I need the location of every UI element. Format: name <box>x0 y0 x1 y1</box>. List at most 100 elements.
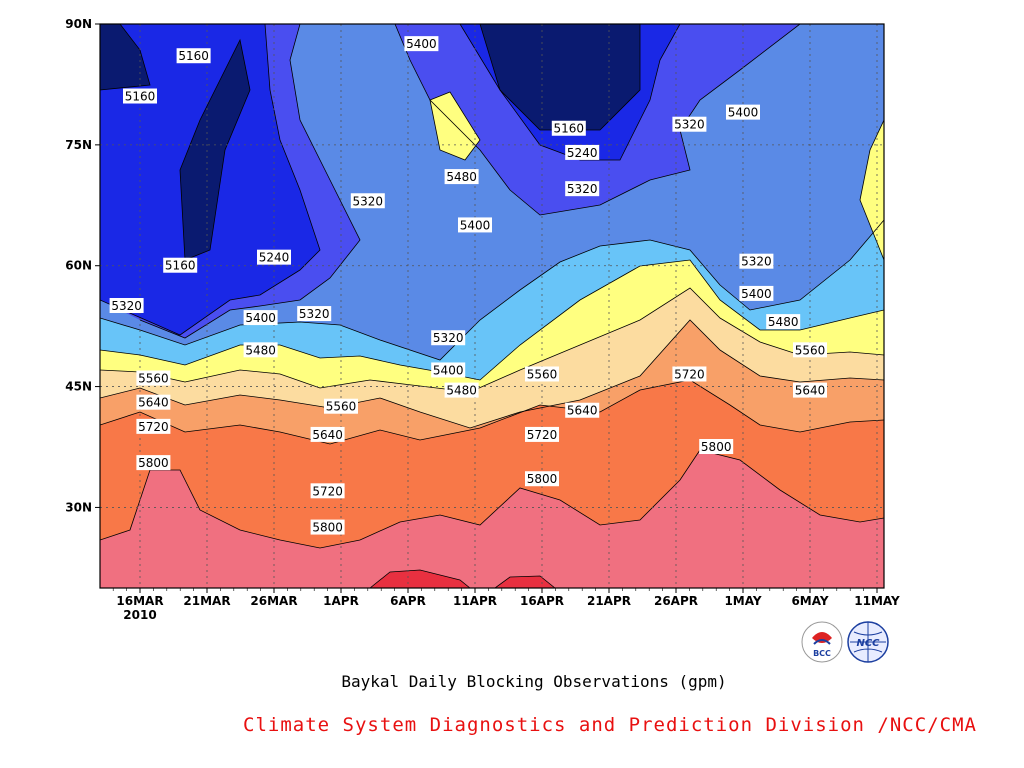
svg-text:5480: 5480 <box>768 315 799 329</box>
x-tick-label: 11MAY <box>854 594 900 608</box>
x-tick-label: 16APR <box>520 594 564 608</box>
band-above-5880-left <box>370 570 470 588</box>
y-tick-label: 45N <box>65 380 92 394</box>
contour-label: 5320 <box>350 193 385 209</box>
svg-text:5320: 5320 <box>741 255 772 269</box>
x-tick-label: 26MAR <box>250 594 297 608</box>
contour-lines <box>100 24 884 588</box>
contour-label: 5720 <box>672 366 707 382</box>
x-tick-label: 21MAR <box>183 594 230 608</box>
contour-label: 5720 <box>136 418 171 434</box>
contour-label: 5400 <box>243 310 278 326</box>
svg-text:5640: 5640 <box>312 428 343 442</box>
svg-text:5400: 5400 <box>460 218 491 232</box>
svg-text:5160: 5160 <box>178 49 209 63</box>
contour-label: 5240 <box>257 249 291 265</box>
contour-label: 5800 <box>699 439 734 454</box>
svg-text:5720: 5720 <box>138 420 169 434</box>
y-tick-label: 30N <box>65 500 92 514</box>
gridlines <box>100 24 884 588</box>
x-tick-label: 6MAY <box>791 594 828 608</box>
plot-frame <box>99 23 885 589</box>
svg-text:5240: 5240 <box>259 251 290 265</box>
svg-text:5160: 5160 <box>165 259 196 273</box>
contour-label: 5480 <box>766 314 801 330</box>
y-tick-label: 90N <box>65 17 92 31</box>
x-tick-label: 11APR <box>453 594 497 608</box>
svg-text:5480: 5480 <box>245 343 276 357</box>
svg-text:5320: 5320 <box>674 118 705 132</box>
svg-text:5560: 5560 <box>527 367 558 381</box>
contour-label: 5640 <box>136 394 171 410</box>
x-tick-label: 6APR <box>390 594 426 608</box>
svg-text:5720: 5720 <box>674 367 705 381</box>
band-5480-pocket-east <box>860 120 884 260</box>
contour-label: 5400 <box>726 104 760 120</box>
x-tick-label: 16MAR <box>116 594 163 608</box>
ncc-logo-text: NCC <box>856 638 880 649</box>
bcc-logo-text: BCC <box>813 649 831 658</box>
contour-label: 5640 <box>793 382 827 398</box>
band-above-5880-right <box>495 576 555 588</box>
contour-label: 5320 <box>672 116 707 132</box>
contour-label: 5640 <box>565 402 600 418</box>
footer-credit: Climate System Diagnostics and Predictio… <box>243 714 977 736</box>
svg-text:5400: 5400 <box>245 311 276 325</box>
svg-text:5640: 5640 <box>567 404 598 418</box>
bcc-logo: BCC <box>801 621 843 663</box>
contour-label: 5400 <box>404 36 439 52</box>
contour-label: 5800 <box>310 519 345 535</box>
contour-label: 5320 <box>431 330 466 346</box>
contour-label: 5400 <box>458 217 492 233</box>
svg-text:5800: 5800 <box>138 456 169 470</box>
svg-text:5800: 5800 <box>527 472 558 486</box>
svg-text:5160: 5160 <box>125 90 156 104</box>
contour-label: 5160 <box>551 120 586 136</box>
contour-label: 5800 <box>136 455 171 471</box>
x-tick-label: 2010 <box>123 608 156 622</box>
svg-text:5400: 5400 <box>433 363 464 377</box>
svg-text:5320: 5320 <box>353 194 384 208</box>
contour-label: 5480 <box>444 169 479 185</box>
contour-label: 5560 <box>136 370 171 386</box>
contour-label: 5160 <box>176 48 211 64</box>
contour-label: 5560 <box>793 342 827 358</box>
svg-text:5400: 5400 <box>741 287 772 301</box>
band-5800-5880 <box>100 450 884 588</box>
contour-label: 5400 <box>431 362 466 378</box>
svg-text:5320: 5320 <box>433 331 464 345</box>
svg-text:5480: 5480 <box>446 170 477 184</box>
svg-text:5800: 5800 <box>701 440 732 454</box>
contour-value-labels: 5160 5160 5160 5240 5320 5400 5320 5480 5560 5640… <box>109 36 827 535</box>
contour-label: 5160 <box>163 257 198 273</box>
svg-text:5720: 5720 <box>312 484 343 498</box>
band-below-5160-center <box>180 40 250 260</box>
x-tick-label: 21APR <box>587 594 631 608</box>
contour-label: 5560 <box>525 366 559 382</box>
ncc-logo: NCC <box>847 621 889 663</box>
svg-text:5240: 5240 <box>567 146 598 160</box>
svg-text:5320: 5320 <box>299 307 330 321</box>
contour-label: 5560 <box>324 398 358 414</box>
contour-label: 5720 <box>525 426 559 442</box>
contour-label: 5720 <box>310 483 345 499</box>
svg-text:5560: 5560 <box>138 372 169 386</box>
band-below-5160-left <box>100 24 150 90</box>
svg-text:5560: 5560 <box>795 343 826 357</box>
svg-text:5160: 5160 <box>554 122 585 136</box>
svg-text:5400: 5400 <box>728 106 759 120</box>
y-tick-label: 60N <box>65 259 92 273</box>
y-tick-label: 75N <box>65 138 92 152</box>
band-below-5160-top <box>480 24 640 130</box>
contour-label: 5800 <box>525 471 559 487</box>
contour-label: 5400 <box>739 285 774 301</box>
svg-text:5640: 5640 <box>795 384 826 398</box>
contour-label: 5480 <box>444 382 479 398</box>
contour-label: 5320 <box>739 253 774 269</box>
chart-title: Baykal Daily Blocking Observations (gpm) <box>341 672 727 691</box>
x-tick-label: 1APR <box>323 594 359 608</box>
contour-label: 5320 <box>297 306 332 322</box>
svg-text:5800: 5800 <box>312 521 343 535</box>
